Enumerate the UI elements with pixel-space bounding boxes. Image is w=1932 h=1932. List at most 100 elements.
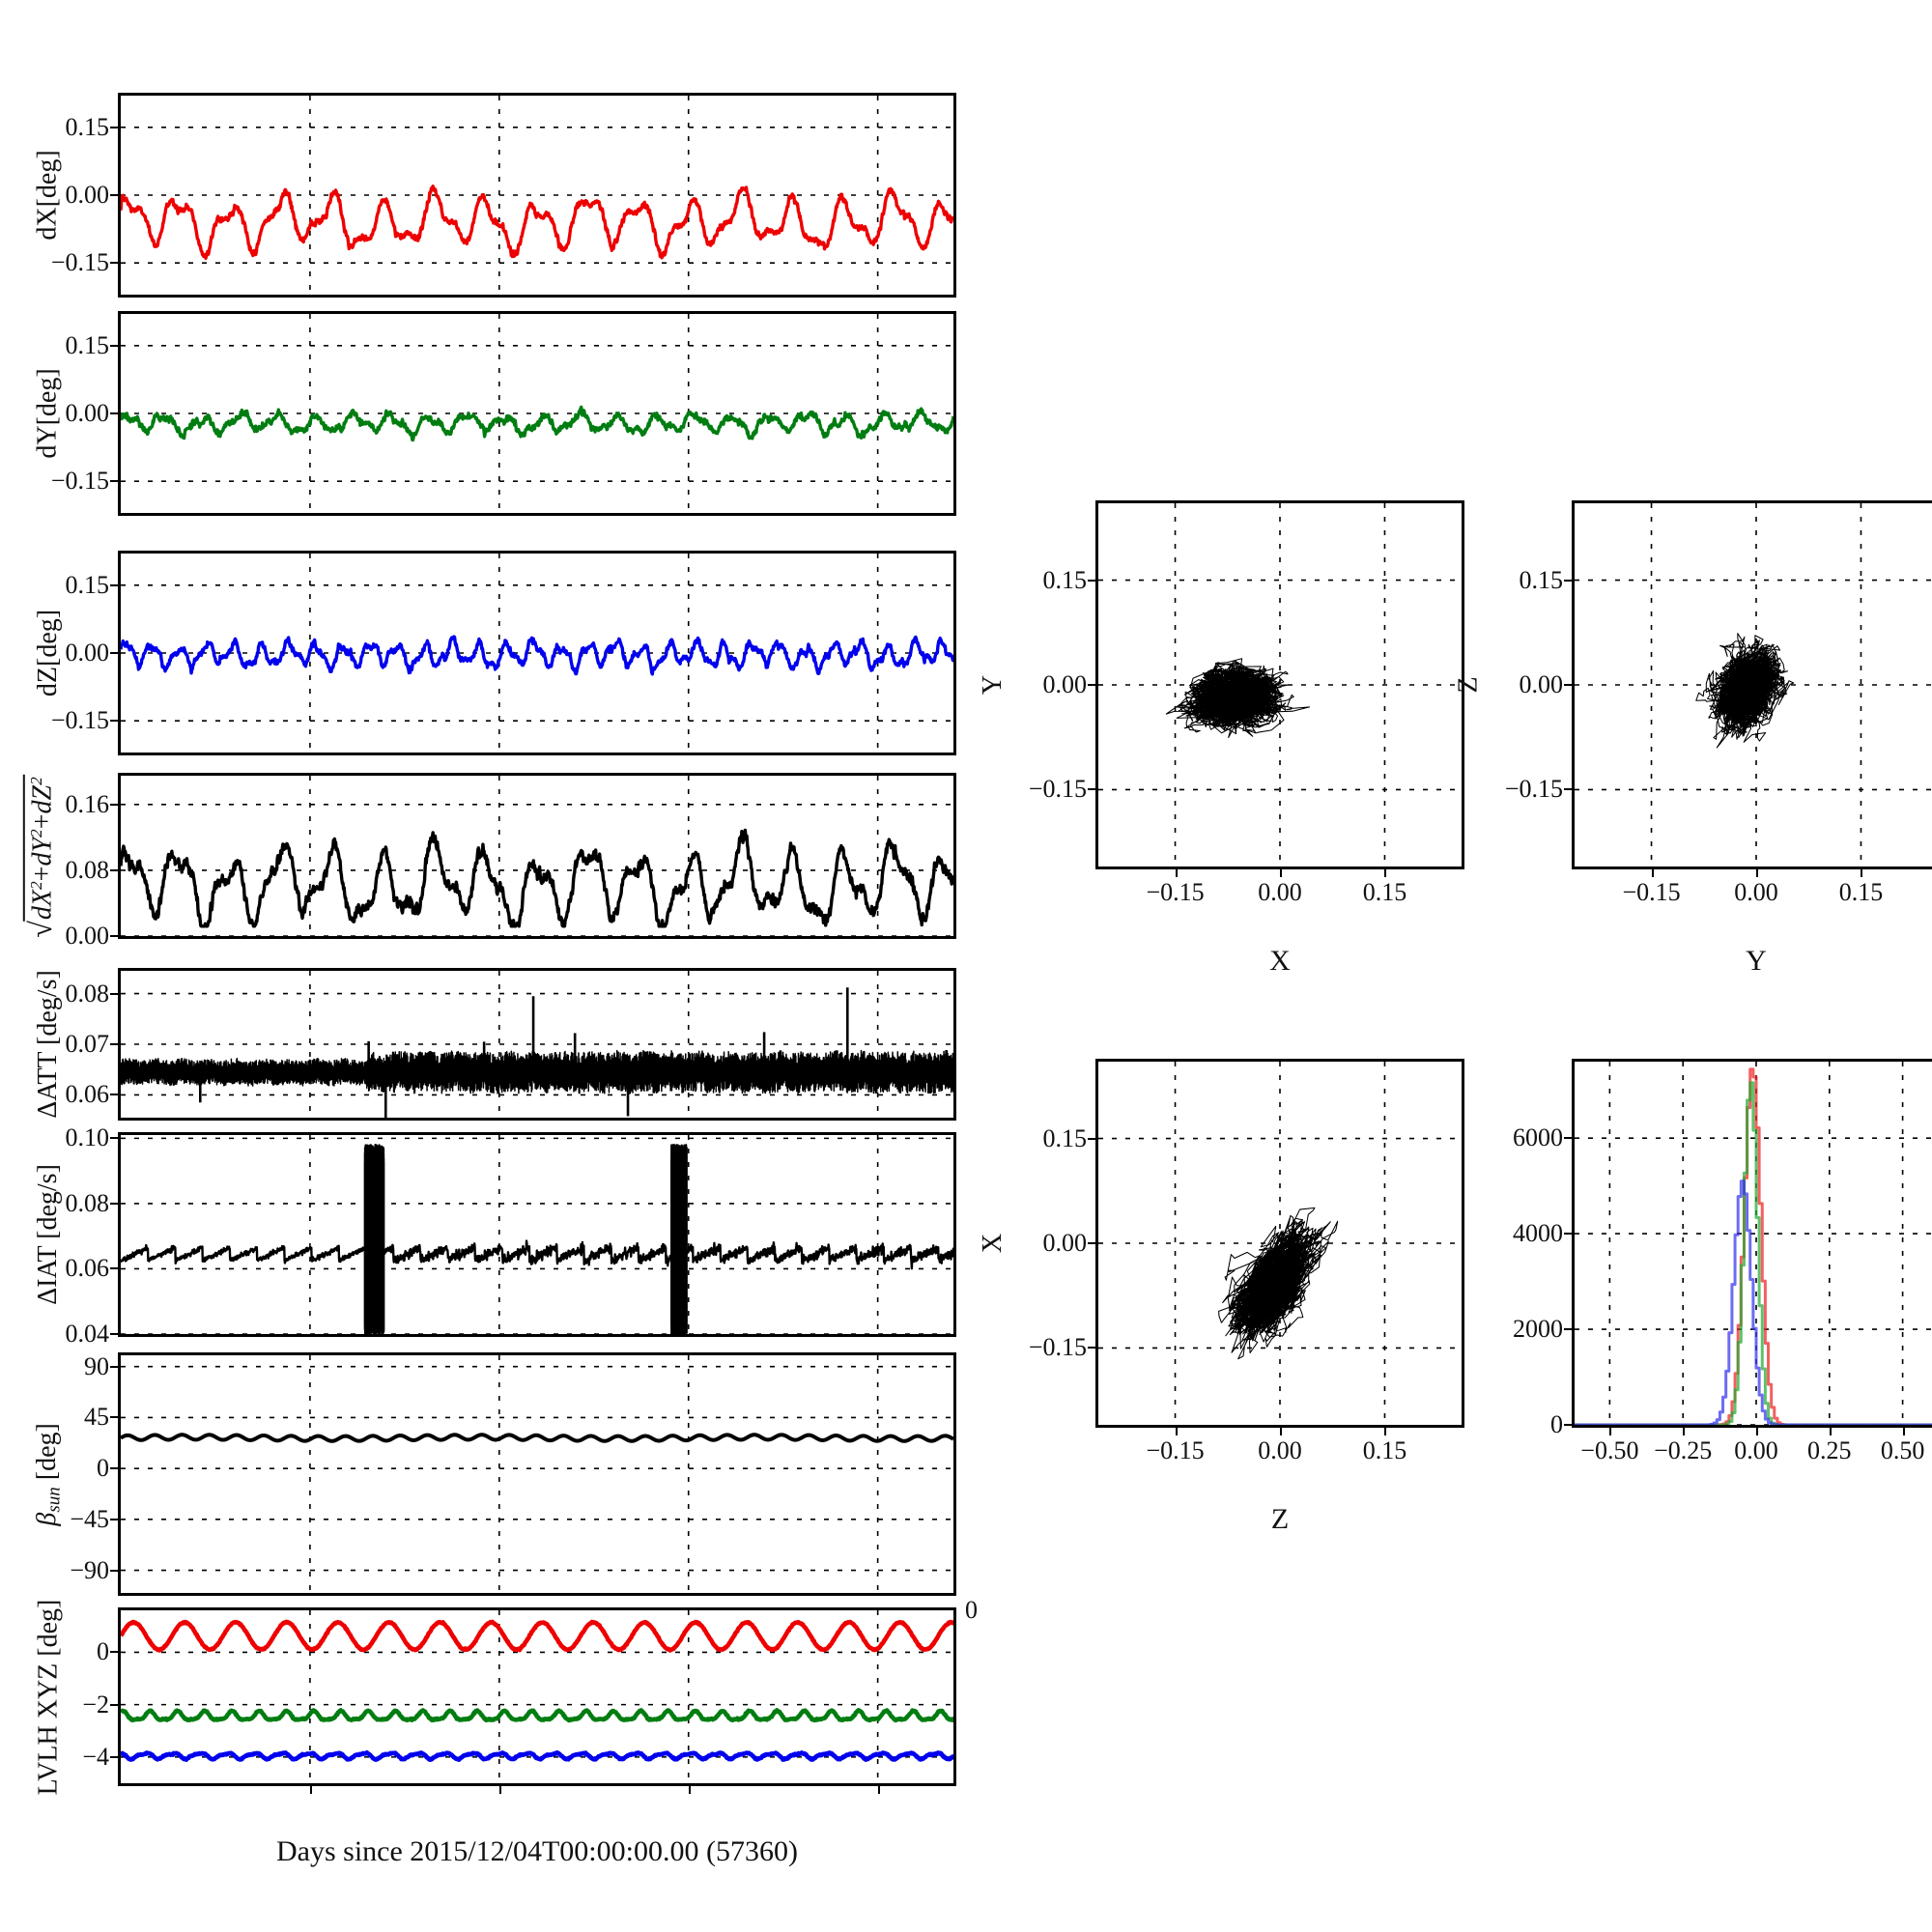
y-tick-label-right: 0 — [965, 1596, 978, 1624]
x-tick-mark — [1175, 1425, 1178, 1435]
y-tick-label: 0.00 — [65, 399, 110, 427]
y-tick-mark — [1088, 579, 1098, 582]
y-tick-label: 0.15 — [65, 570, 110, 599]
histogram-series-dX — [1575, 1067, 1932, 1425]
gridlines — [1098, 1062, 1462, 1425]
ylabel-magnitude: √dX2+dY2+dZ2 — [22, 774, 59, 938]
y-tick-label: 0.06 — [65, 1254, 110, 1283]
y-tick-mark — [110, 720, 121, 723]
y-tick-label: 0.08 — [65, 1188, 110, 1217]
y-tick-label: −90 — [70, 1555, 109, 1584]
y-tick-mark — [110, 1137, 121, 1140]
y-tick-label: 0.16 — [65, 789, 110, 818]
data-series — [363, 1144, 385, 1334]
y-tick-label: 0.15 — [65, 330, 110, 359]
y-tick-mark — [110, 412, 121, 414]
data-series — [1695, 633, 1795, 749]
x-tick-mark — [1175, 867, 1178, 877]
panel-magnitude: 0.16 0.08 0.00 — [66, 773, 956, 949]
panel-scatter-X-vs-Z: 0.15 0.00 −0.15 −0.15 0.00 0.15 — [1029, 1059, 1464, 1463]
x-tick-label: −0.50 — [1580, 1436, 1639, 1464]
gridlines — [121, 776, 953, 936]
gridlines — [121, 971, 953, 1118]
panel-beta_sun-plot-area — [121, 1355, 953, 1593]
panel-dZ-plot-area — [121, 554, 953, 753]
gridlines — [121, 1610, 953, 1783]
y-tick-mark — [110, 935, 121, 937]
x-tick-label: 0.15 — [1838, 878, 1884, 906]
data-series — [670, 1144, 688, 1334]
x-tick-label: −0.15 — [1146, 878, 1205, 906]
panel-delta_IAT: 0.10 0.08 0.06 0.04 — [66, 1125, 956, 1347]
y-tick-label: 0.00 — [1042, 670, 1088, 698]
x-tick-mark — [1384, 867, 1387, 877]
y-tick-mark — [1564, 1328, 1575, 1331]
y-tick-mark — [110, 344, 121, 347]
y-tick-mark — [110, 583, 121, 586]
panel-dZ: 0.15 0.00 −0.15 — [51, 551, 956, 755]
y-tick-label: −0.15 — [1028, 775, 1087, 804]
ylabel-beta-sun: βsun [deg] — [31, 1422, 65, 1526]
data-series — [121, 1708, 953, 1723]
scatter-xlabel-Z: Z — [1270, 1503, 1290, 1535]
panel-dY: 0.15 0.00 −0.15 — [51, 311, 956, 516]
y-tick-label: −45 — [70, 1504, 109, 1533]
panel-magnitude-plot-area — [121, 776, 953, 936]
y-tick-label: 0.10 — [65, 1123, 110, 1152]
y-tick-label: −4 — [82, 1742, 109, 1771]
y-tick-mark — [1564, 579, 1575, 582]
y-tick-mark — [110, 1333, 121, 1335]
y-tick-mark — [110, 480, 121, 483]
data-series — [1165, 658, 1311, 738]
y-tick-label: 6000 — [1513, 1123, 1563, 1152]
y-tick-label: 0.08 — [65, 979, 110, 1008]
panel-scatter-Y-vs-X: 0.15 0.00 −0.15 −0.15 0.00 0.15 — [1029, 500, 1464, 905]
y-tick-label: −0.15 — [1028, 1333, 1087, 1362]
y-tick-mark — [110, 652, 121, 654]
panel-scatter-Y-vs-X-plot-area — [1098, 503, 1462, 867]
data-series — [121, 1433, 953, 1443]
x-tick-mark — [1280, 867, 1282, 877]
y-tick-label: 0.00 — [1519, 670, 1564, 698]
y-tick-label: −0.15 — [1504, 775, 1563, 804]
x-tick-label: 0.00 — [1734, 1436, 1778, 1464]
y-tick-label: 0.00 — [1042, 1229, 1088, 1257]
x-tick-mark — [498, 1783, 501, 1794]
histogram-series-dZ — [1575, 1179, 1932, 1425]
y-tick-mark — [1564, 1137, 1575, 1140]
data-series — [1218, 1207, 1339, 1360]
x-tick-mark — [1756, 1425, 1758, 1435]
histogram-series-dY — [1575, 1081, 1932, 1425]
y-tick-mark — [110, 1202, 121, 1205]
y-tick-mark — [110, 992, 121, 995]
x-tick-label: 0.25 — [1807, 1436, 1852, 1464]
panel-scatter-X-vs-Z-plot-area — [1098, 1062, 1462, 1425]
gridlines — [1575, 1062, 1932, 1425]
y-tick-mark — [110, 803, 121, 806]
panel-dX: 0.15 0.00 −0.15 — [51, 93, 956, 298]
x-tick-label: −0.15 — [1146, 1436, 1205, 1464]
y-tick-label: −0.15 — [50, 467, 109, 496]
x-tick-mark — [688, 1783, 691, 1794]
scatter-xlabel-X: X — [1269, 945, 1291, 977]
scatter-ylabel-Z: Z — [1453, 676, 1484, 694]
y-tick-label: 0.08 — [65, 855, 110, 884]
x-tick-mark — [1829, 1425, 1832, 1435]
ylabel-LVLH: LVLH XYZ [deg] — [33, 1599, 64, 1795]
x-tick-label: 0.00 — [1258, 878, 1302, 906]
x-tick-mark — [877, 1783, 880, 1794]
gridlines — [121, 1355, 953, 1593]
y-tick-label: 0.04 — [65, 1320, 110, 1348]
y-tick-mark — [1564, 684, 1575, 686]
panel-LVLH_XYZ-plot-area — [121, 1610, 953, 1783]
panel-dX-plot-area — [121, 96, 953, 295]
y-tick-mark — [110, 1703, 121, 1706]
scatter-ylabel-Y: Y — [977, 674, 1008, 696]
panel-beta_sun: 90 45 0 −45 −90 — [70, 1352, 956, 1596]
x-tick-label: 0.15 — [1362, 878, 1407, 906]
gridlines — [121, 314, 953, 513]
scatter-ylabel-X: X — [977, 1233, 1008, 1254]
y-tick-mark — [110, 126, 121, 128]
panel-LVLH_XYZ: 0 −2 −4 0 — [82, 1598, 978, 1794]
gridlines — [121, 554, 953, 753]
